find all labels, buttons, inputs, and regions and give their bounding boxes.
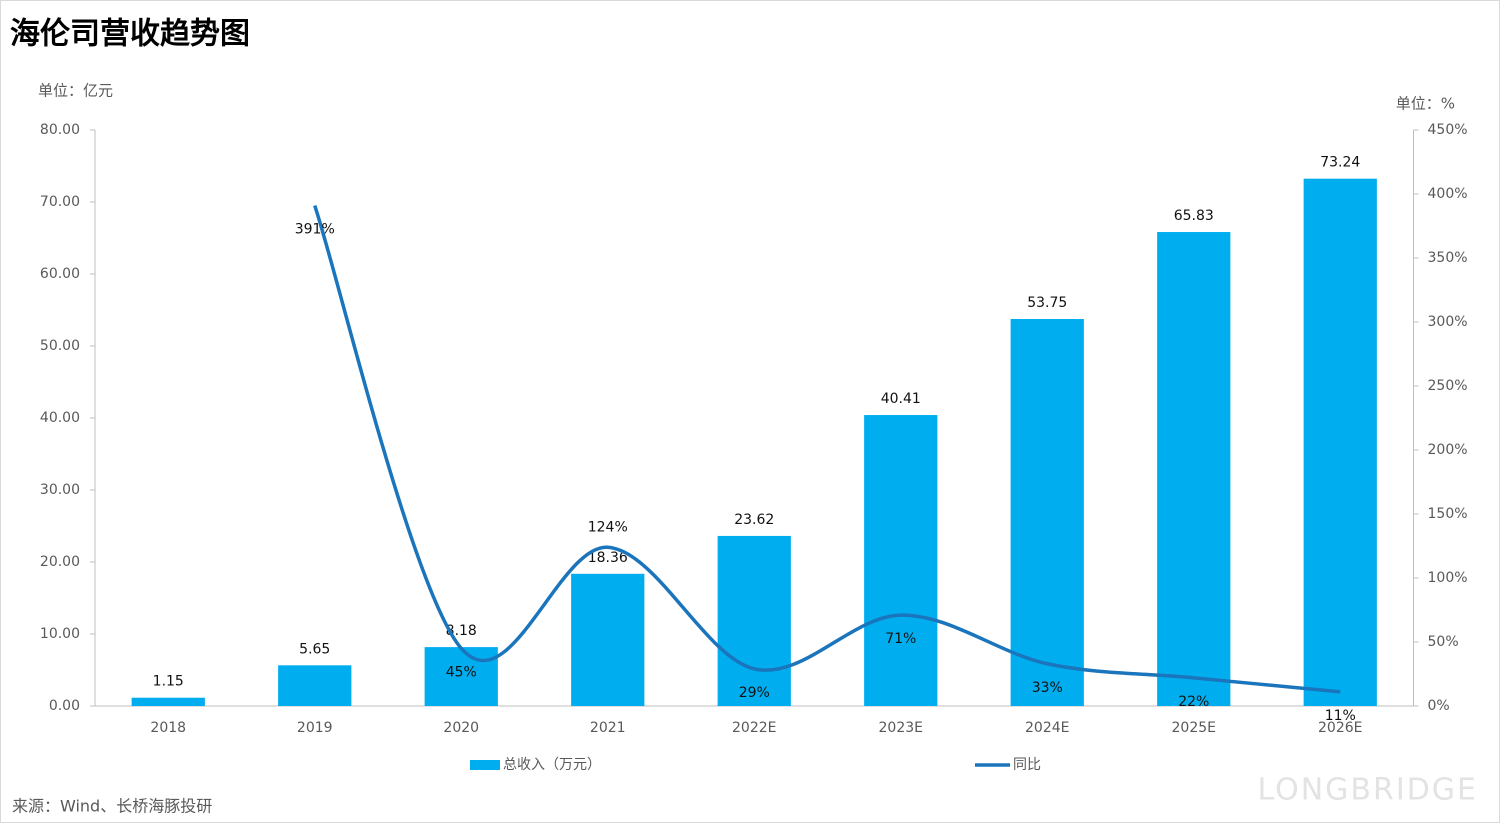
bar [1303,178,1377,706]
bar-value-label: 5.65 [299,641,330,657]
y-tick-label: 30.00 [40,482,80,498]
x-tick-label: 2024E [1025,720,1069,736]
bar [1010,319,1084,706]
line-value-label: 11% [1325,708,1356,724]
line-value-label: 71% [885,631,916,647]
line-value-label: 29% [739,685,770,701]
y-tick-label: 40.00 [40,410,80,426]
line-value-label: 45% [446,664,477,680]
bar-value-label: 53.75 [1027,295,1067,311]
y2-tick-label: 100% [1428,570,1468,586]
bar [424,647,498,706]
x-tick-label: 2022E [732,720,776,736]
bar-value-label: 1.15 [153,674,184,690]
y2-tick-label: 150% [1428,506,1468,522]
y2-tick-label: 350% [1428,250,1468,266]
y2-tick-label: 0% [1428,698,1450,714]
watermark: LONGBRIDGE [1257,773,1478,808]
y2-tick-label: 450% [1428,122,1468,138]
y2-unit: 单位：% [1396,95,1455,113]
source: 来源：Wind、长桥海豚投研 [12,797,212,816]
y-tick-label: 50.00 [40,338,80,354]
bar [278,665,352,706]
x-tick-label: 2018 [150,720,186,736]
x-tick-label: 2021 [590,720,626,736]
x-tick-label: 2026E [1318,720,1362,736]
line-value-label: 124% [588,519,628,535]
y2-tick-label: 50% [1428,634,1459,650]
bar-value-label: 73.24 [1320,155,1360,171]
y-tick-label: 60.00 [40,266,80,282]
legend-label: 总收入（万元） [503,757,601,773]
x-tick-label: 2023E [879,720,923,736]
y2-tick-label: 250% [1428,378,1468,394]
bar-value-label: 65.83 [1174,208,1214,224]
bar [717,535,791,706]
y-tick-label: 80.00 [40,122,80,138]
line [313,204,1341,694]
y-unit: 单位：亿元 [38,82,113,100]
line-value-label: 33% [1032,680,1063,696]
x-tick-label: 2019 [297,720,333,736]
bar-value-label: 23.62 [734,512,774,528]
y2-tick-label: 200% [1428,442,1468,458]
y-tick-label: 70.00 [40,194,80,210]
line-value-label: 22% [1178,694,1209,710]
y2-tick-label: 400% [1428,186,1468,202]
bar-value-label: 18.36 [588,550,628,566]
y-tick-label: 0.00 [49,698,80,714]
bar [131,697,205,706]
y-tick-label: 10.00 [40,626,80,642]
x-tick-label: 2025E [1172,720,1216,736]
legend-label: 同比 [1013,757,1041,773]
bar [864,415,938,706]
line-value-label: 391% [295,222,335,238]
x-tick-label: 2020 [443,720,479,736]
bar [1157,232,1231,707]
bar [571,573,645,706]
legend-swatch [470,760,500,770]
bar-value-label: 40.41 [881,391,921,407]
chart-title: 海伦司营收趋势图 [10,17,250,52]
y2-tick-label: 300% [1428,314,1468,330]
y-tick-label: 20.00 [40,554,80,570]
